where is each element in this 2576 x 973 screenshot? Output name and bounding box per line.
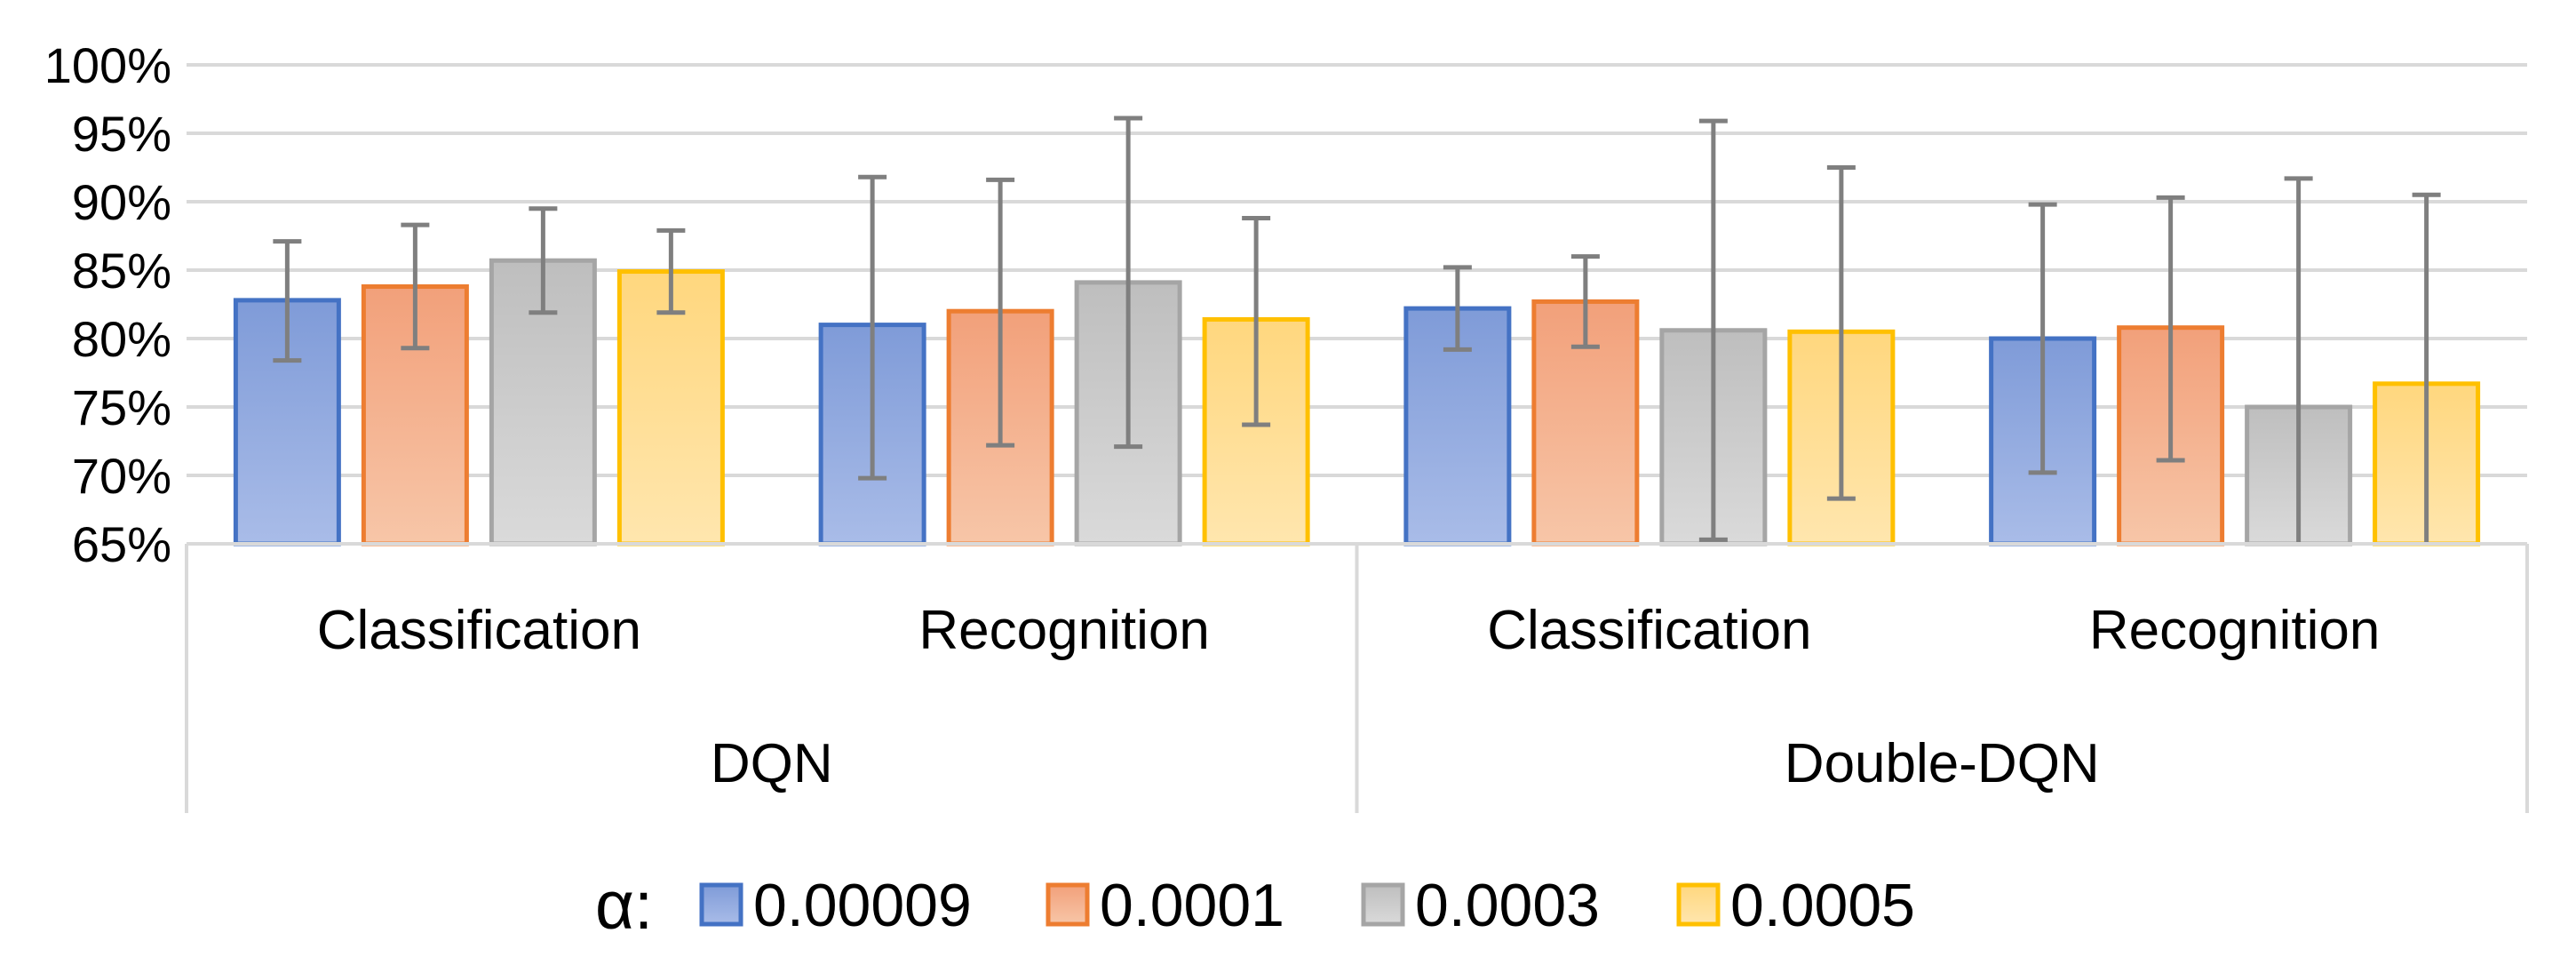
y-tick-label: 100% (44, 37, 171, 93)
y-tick-label: 65% (72, 516, 171, 572)
y-tick-label: 75% (72, 379, 171, 435)
group-label: Double-DQN (1785, 733, 2100, 794)
legend-label: 0.0001 (1100, 872, 1284, 939)
legend-label: 0.0005 (1730, 872, 1915, 939)
y-axis-ticks: 65% 70% 75% 80% 85% 90% 95% 100% (44, 37, 171, 572)
category-label: Classification (317, 600, 641, 661)
error-bars (273, 116, 2441, 544)
legend-swatch (699, 882, 743, 927)
group-label: DQN (711, 733, 833, 794)
x-axis: Classification Recognition DQN Classificati… (185, 542, 2529, 813)
legend-label: 0.00009 (753, 872, 972, 939)
legend-title: α: (595, 868, 653, 944)
legend-swatch (1046, 882, 1090, 927)
y-tick-label: 90% (72, 174, 171, 230)
y-tick-label: 80% (72, 311, 171, 367)
y-tick-label: 85% (72, 243, 171, 299)
bars (233, 258, 2481, 546)
category-label: Recognition (918, 600, 1209, 661)
category-label: Classification (1487, 600, 1811, 661)
legend-swatch (1361, 882, 1405, 927)
y-tick-label: 95% (72, 106, 171, 162)
legend-swatch (1676, 882, 1721, 927)
category-label: Recognition (2089, 600, 2380, 661)
y-tick-label: 70% (72, 448, 171, 504)
legend: α: 0.00009 0.0001 0.0003 0.0005 (595, 868, 1915, 944)
legend-label: 0.0003 (1415, 872, 1600, 939)
